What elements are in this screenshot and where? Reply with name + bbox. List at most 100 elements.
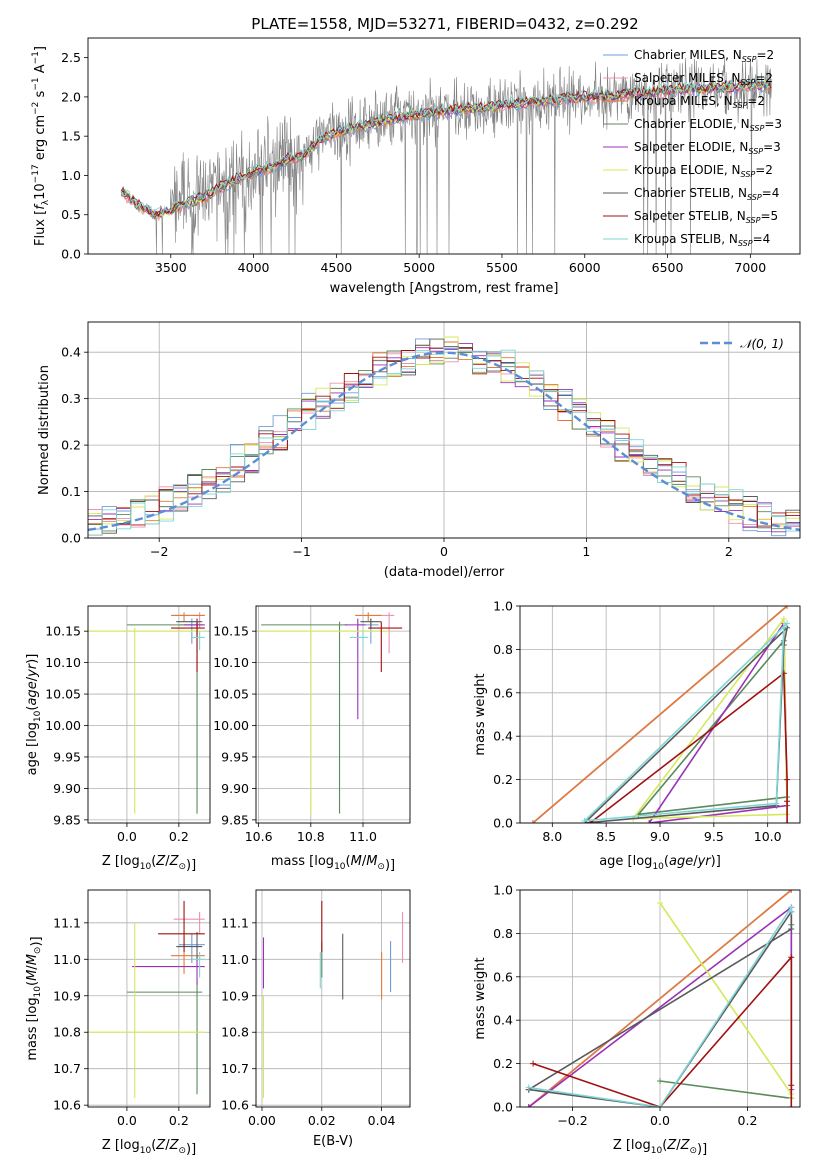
x-axis-label: mass [log10(M/M⊙)] [271,854,395,873]
errorbar-salpeter_miles [173,612,205,629]
y-tick-label: 10.9 [53,988,81,1003]
weight-marker-salpeter_stelib [788,1082,795,1089]
weight-marker-salpeter_stelib [784,776,791,783]
errorbar-chabrier_stelib [176,931,203,962]
x-axis-label: wavelength [Angstrom, rest frame] [330,281,559,296]
x-tick-label: 0 [440,544,448,559]
legend-label-chabrier_miles: Chabrier MILES, NSSP=2 [634,48,774,64]
weight-marker-salpeter_stelib [784,820,791,823]
x-tick-label: 0.0 [117,1113,137,1128]
weight-marker-kroupa_elodie [657,900,663,907]
x-tick-label: 10.0 [754,829,782,844]
y-axis-label: Flux [fλ10−17 erg cm−2 s−1 A−1] [31,46,51,246]
legend-label-salpeter_miles: Salpeter MILES, NSSP=2 [634,71,773,87]
weight-marker-salpeter_stelib [530,1060,537,1067]
errorbar-salpeter_stelib [368,621,403,673]
y-tick-label: 9.90 [53,781,81,796]
plot-area-spectrum [120,56,773,254]
y-tick-label: 10.15 [45,624,81,639]
weight-marker-salpeter_elodie [646,820,653,823]
y-tick-label: 0.6 [493,685,513,700]
weight-marker-kroupa_miles [529,820,536,823]
panel-mass_vs_Z: 0.0 0.2 10.6 10.7 10.8 10.9 11.0 11.1 Z [log10(Z… [25,889,211,1157]
y-tick-label: 0.2 [61,438,81,453]
plot-area-weight_vs_age [529,606,791,823]
x-tick-label: 8.5 [596,829,616,844]
panel-age_vs_Z: 0.0 0.2 9.85 9.90 9.95 10.00 10.05 10.10 10.15 Z … [25,605,211,873]
panel-age_vs_mass: 10.6 10.8 11.0 9.85 9.90 9.95 10.00 10.05 10.10 1… [213,605,411,873]
y-axis-label: mass [log10(M/M⊙)] [25,936,44,1060]
panel-weight_vs_age: 8.0 8.5 9.0 9.5 10.0 0.0 0.2 0.4 0.6 0.8 1.0 age [l… [473,599,801,872]
y-tick-label: 1.0 [493,883,513,898]
errorbar-salpeter_stelib [171,621,205,673]
y-tick-label: 0.6 [493,969,513,984]
y-tick-label: 2.5 [61,50,81,65]
weight-marker-chabrier_elodie [657,1077,663,1084]
errorbar-kroupa_elodie [258,628,390,814]
weight-marker-salpeter_stelib [784,798,791,805]
y-tick-label: 10.9 [221,988,249,1003]
weight-line-kroupa_stelib [584,622,788,822]
residual-hist-chabrier_stelib [88,338,800,534]
plot-area-age_vs_mass [258,612,403,814]
y-tick-label: 0.4 [493,1013,513,1028]
y-tick-label: 0.2 [493,1056,513,1071]
y-tick-label: 0.4 [493,729,513,744]
weight-marker-kroupa_stelib [780,624,787,631]
errorbar-salpeter_miles [173,911,205,934]
x-tick-label: 3500 [155,260,187,275]
y-tick-label: 11.1 [221,915,249,930]
x-tick-label: −2 [150,544,168,559]
weight-marker-kroupa_stelib [773,800,780,807]
weight-line-chabrier_elodie [659,924,793,1100]
panel-weight_vs_Z: −0.2 0.0 0.2 0.0 0.2 0.4 0.6 0.8 1.0 Z [log10(Z/Z… [473,883,801,1157]
y-tick-label: 10.6 [221,1098,249,1113]
weight-marker-salpeter_stelib [788,954,795,961]
errorbar-kroupa_miles [171,612,205,622]
y-tick-label: 10.00 [45,718,81,733]
x-tick-label: 0.2 [169,829,189,844]
errorbar-chabrier_stelib [176,618,203,629]
y-tick-label: 9.85 [53,812,81,827]
x-tick-label: 6500 [652,260,684,275]
y-tick-label: 10.10 [45,655,81,670]
y-tick-label: 0.8 [493,926,513,941]
y-axis-label: Normed distribution [37,365,52,495]
x-tick-label: 4500 [320,260,352,275]
weight-marker-kroupa_stelib [525,1084,532,1091]
model-spectrum-chabrier_miles [120,82,772,220]
errorbar-chabrier_elodie [126,618,203,814]
weight-marker-chabrier_stelib [788,926,795,933]
axes-frame [255,889,411,1108]
x-tick-label: 0.0 [117,829,137,844]
errorbar-chabrier_stelib [360,618,382,629]
y-tick-label: 10.8 [53,1025,81,1040]
axes-frame [87,889,211,1108]
x-tick-label: 0.00 [248,1113,276,1128]
y-tick-label: 1.0 [493,599,513,614]
y-tick-label: 2.0 [61,89,81,104]
axes-frame [519,605,801,824]
x-axis-label: Z [log10(Z/Z⊙)] [102,854,196,873]
x-axis-label: Z [log10(Z/Z⊙)] [613,1138,707,1157]
y-tick-label: 10.10 [213,655,249,670]
y-tick-label: 9.95 [221,749,249,764]
legend-label-kroupa_miles: Kroupa MILES, NSSP=2 [634,94,765,110]
x-tick-label: 5000 [403,260,435,275]
weight-marker-kroupa_miles [788,890,795,893]
y-tick-label: 10.05 [213,687,249,702]
plot-area-weight_vs_Z [525,890,795,1107]
axes-frame [519,889,801,1108]
x-axis-label: age [log10(age/yr)] [599,854,721,872]
x-tick-label: −1 [292,544,310,559]
x-axis-label: E(B-V) [313,1134,353,1149]
x-tick-label: 5500 [486,260,518,275]
y-tick-label: 10.00 [213,718,249,733]
errorbar-chabrier_miles [178,933,205,963]
errorbar-chabrier_elodie [261,621,348,814]
plot-area-mass_vs_Z [88,900,205,1098]
y-tick-label: 1.0 [61,168,81,183]
observed-spectrum [120,56,773,254]
y-tick-label: 0.0 [61,247,81,262]
